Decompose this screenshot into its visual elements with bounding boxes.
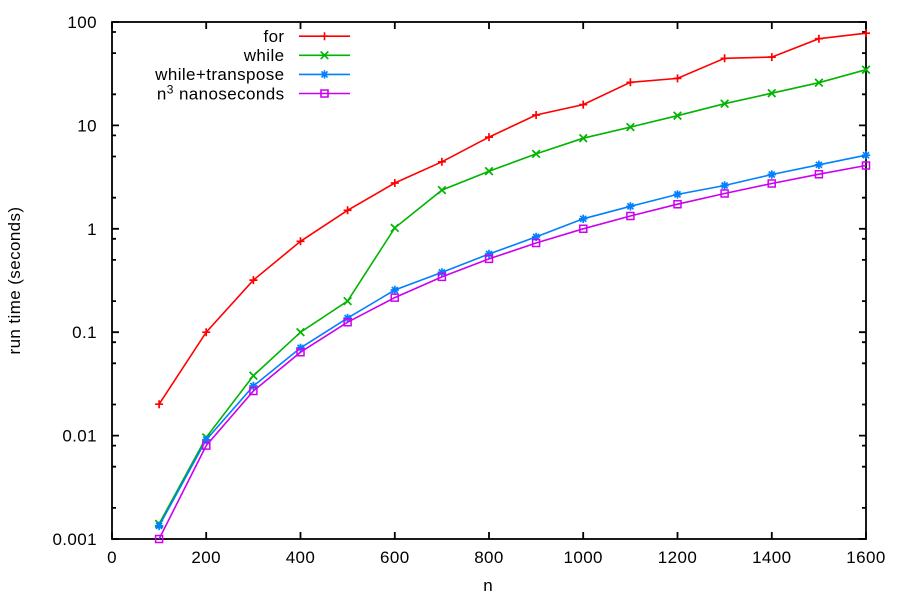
svg-text:while+transpose: while+transpose [154, 65, 284, 84]
svg-text:n3 nanoseconds: n3 nanoseconds [157, 82, 285, 103]
svg-text:200: 200 [191, 548, 221, 567]
svg-text:0.001: 0.001 [52, 530, 97, 549]
svg-text:800: 800 [474, 548, 504, 567]
svg-text:while: while [243, 46, 285, 65]
svg-text:0.1: 0.1 [72, 323, 97, 342]
svg-text:1600: 1600 [846, 548, 885, 567]
svg-text:0: 0 [107, 548, 117, 567]
svg-text:n: n [483, 576, 492, 595]
svg-text:400: 400 [286, 548, 316, 567]
svg-text:for: for [263, 27, 284, 46]
svg-text:1: 1 [87, 220, 97, 239]
svg-text:100: 100 [67, 13, 97, 32]
svg-text:1400: 1400 [752, 548, 791, 567]
svg-text:1200: 1200 [658, 548, 697, 567]
svg-text:0.01: 0.01 [62, 427, 97, 446]
svg-text:600: 600 [380, 548, 410, 567]
svg-text:1000: 1000 [563, 548, 602, 567]
svg-text:run time (seconds): run time (seconds) [5, 207, 24, 355]
svg-text:10: 10 [77, 116, 97, 135]
